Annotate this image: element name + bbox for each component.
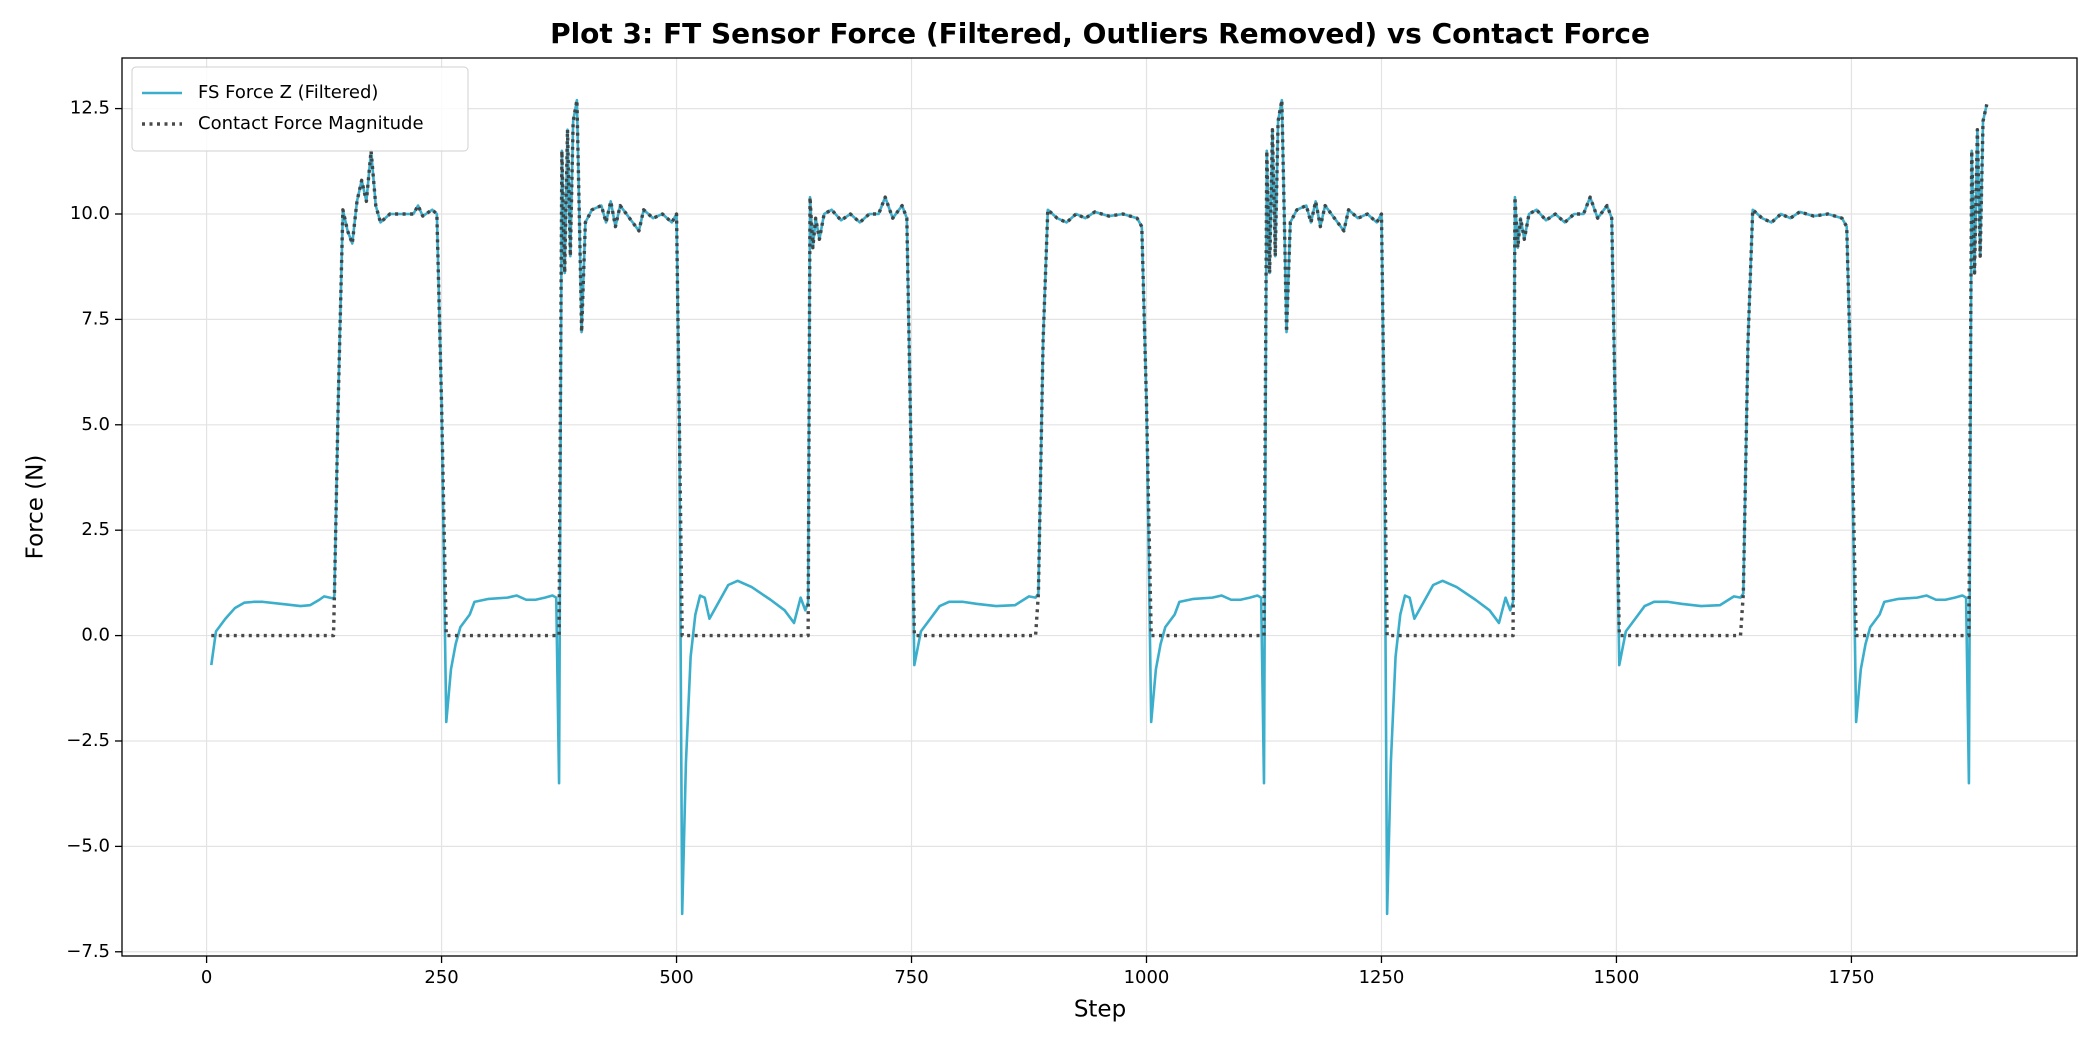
y-axis-label: Force (N): [23, 455, 49, 560]
legend-label: Contact Force Magnitude: [198, 113, 424, 134]
data-line: [211, 98, 1989, 638]
x-tick-label: 1250: [1359, 967, 1405, 988]
y-tick-label: −7.5: [66, 941, 110, 962]
y-tick-label: 10.0: [70, 203, 110, 224]
legend: FS Force Z (Filtered) Contact Force Magni…: [131, 66, 469, 152]
x-tick-label: 1500: [1594, 967, 1640, 988]
x-tick-label: 0: [201, 967, 212, 988]
legend-box: [131, 66, 469, 152]
y-tick-label: 12.5: [70, 98, 110, 119]
plot-frame: [121, 57, 2078, 957]
x-axis-label: Step: [1074, 997, 1126, 1023]
y-tick-label: −5.0: [66, 835, 110, 856]
x-tick-label: 500: [659, 967, 693, 988]
y-tick-label: 7.5: [81, 308, 110, 329]
x-tick-label: 1000: [1124, 967, 1170, 988]
data-line: [210, 98, 1989, 916]
x-tick-label: 750: [894, 967, 928, 988]
x-tick-label: 1750: [1829, 967, 1875, 988]
x-tick-label: 250: [424, 967, 458, 988]
chart-title: Plot 3: FT Sensor Force (Filtered, Outli…: [550, 17, 1650, 50]
legend-label: FS Force Z (Filtered): [198, 82, 378, 103]
y-tick-label: −2.5: [66, 730, 110, 751]
y-tick-label: 5.0: [81, 414, 110, 435]
y-tick-label: 0.0: [81, 625, 110, 646]
y-tick-label: 2.5: [81, 519, 110, 540]
